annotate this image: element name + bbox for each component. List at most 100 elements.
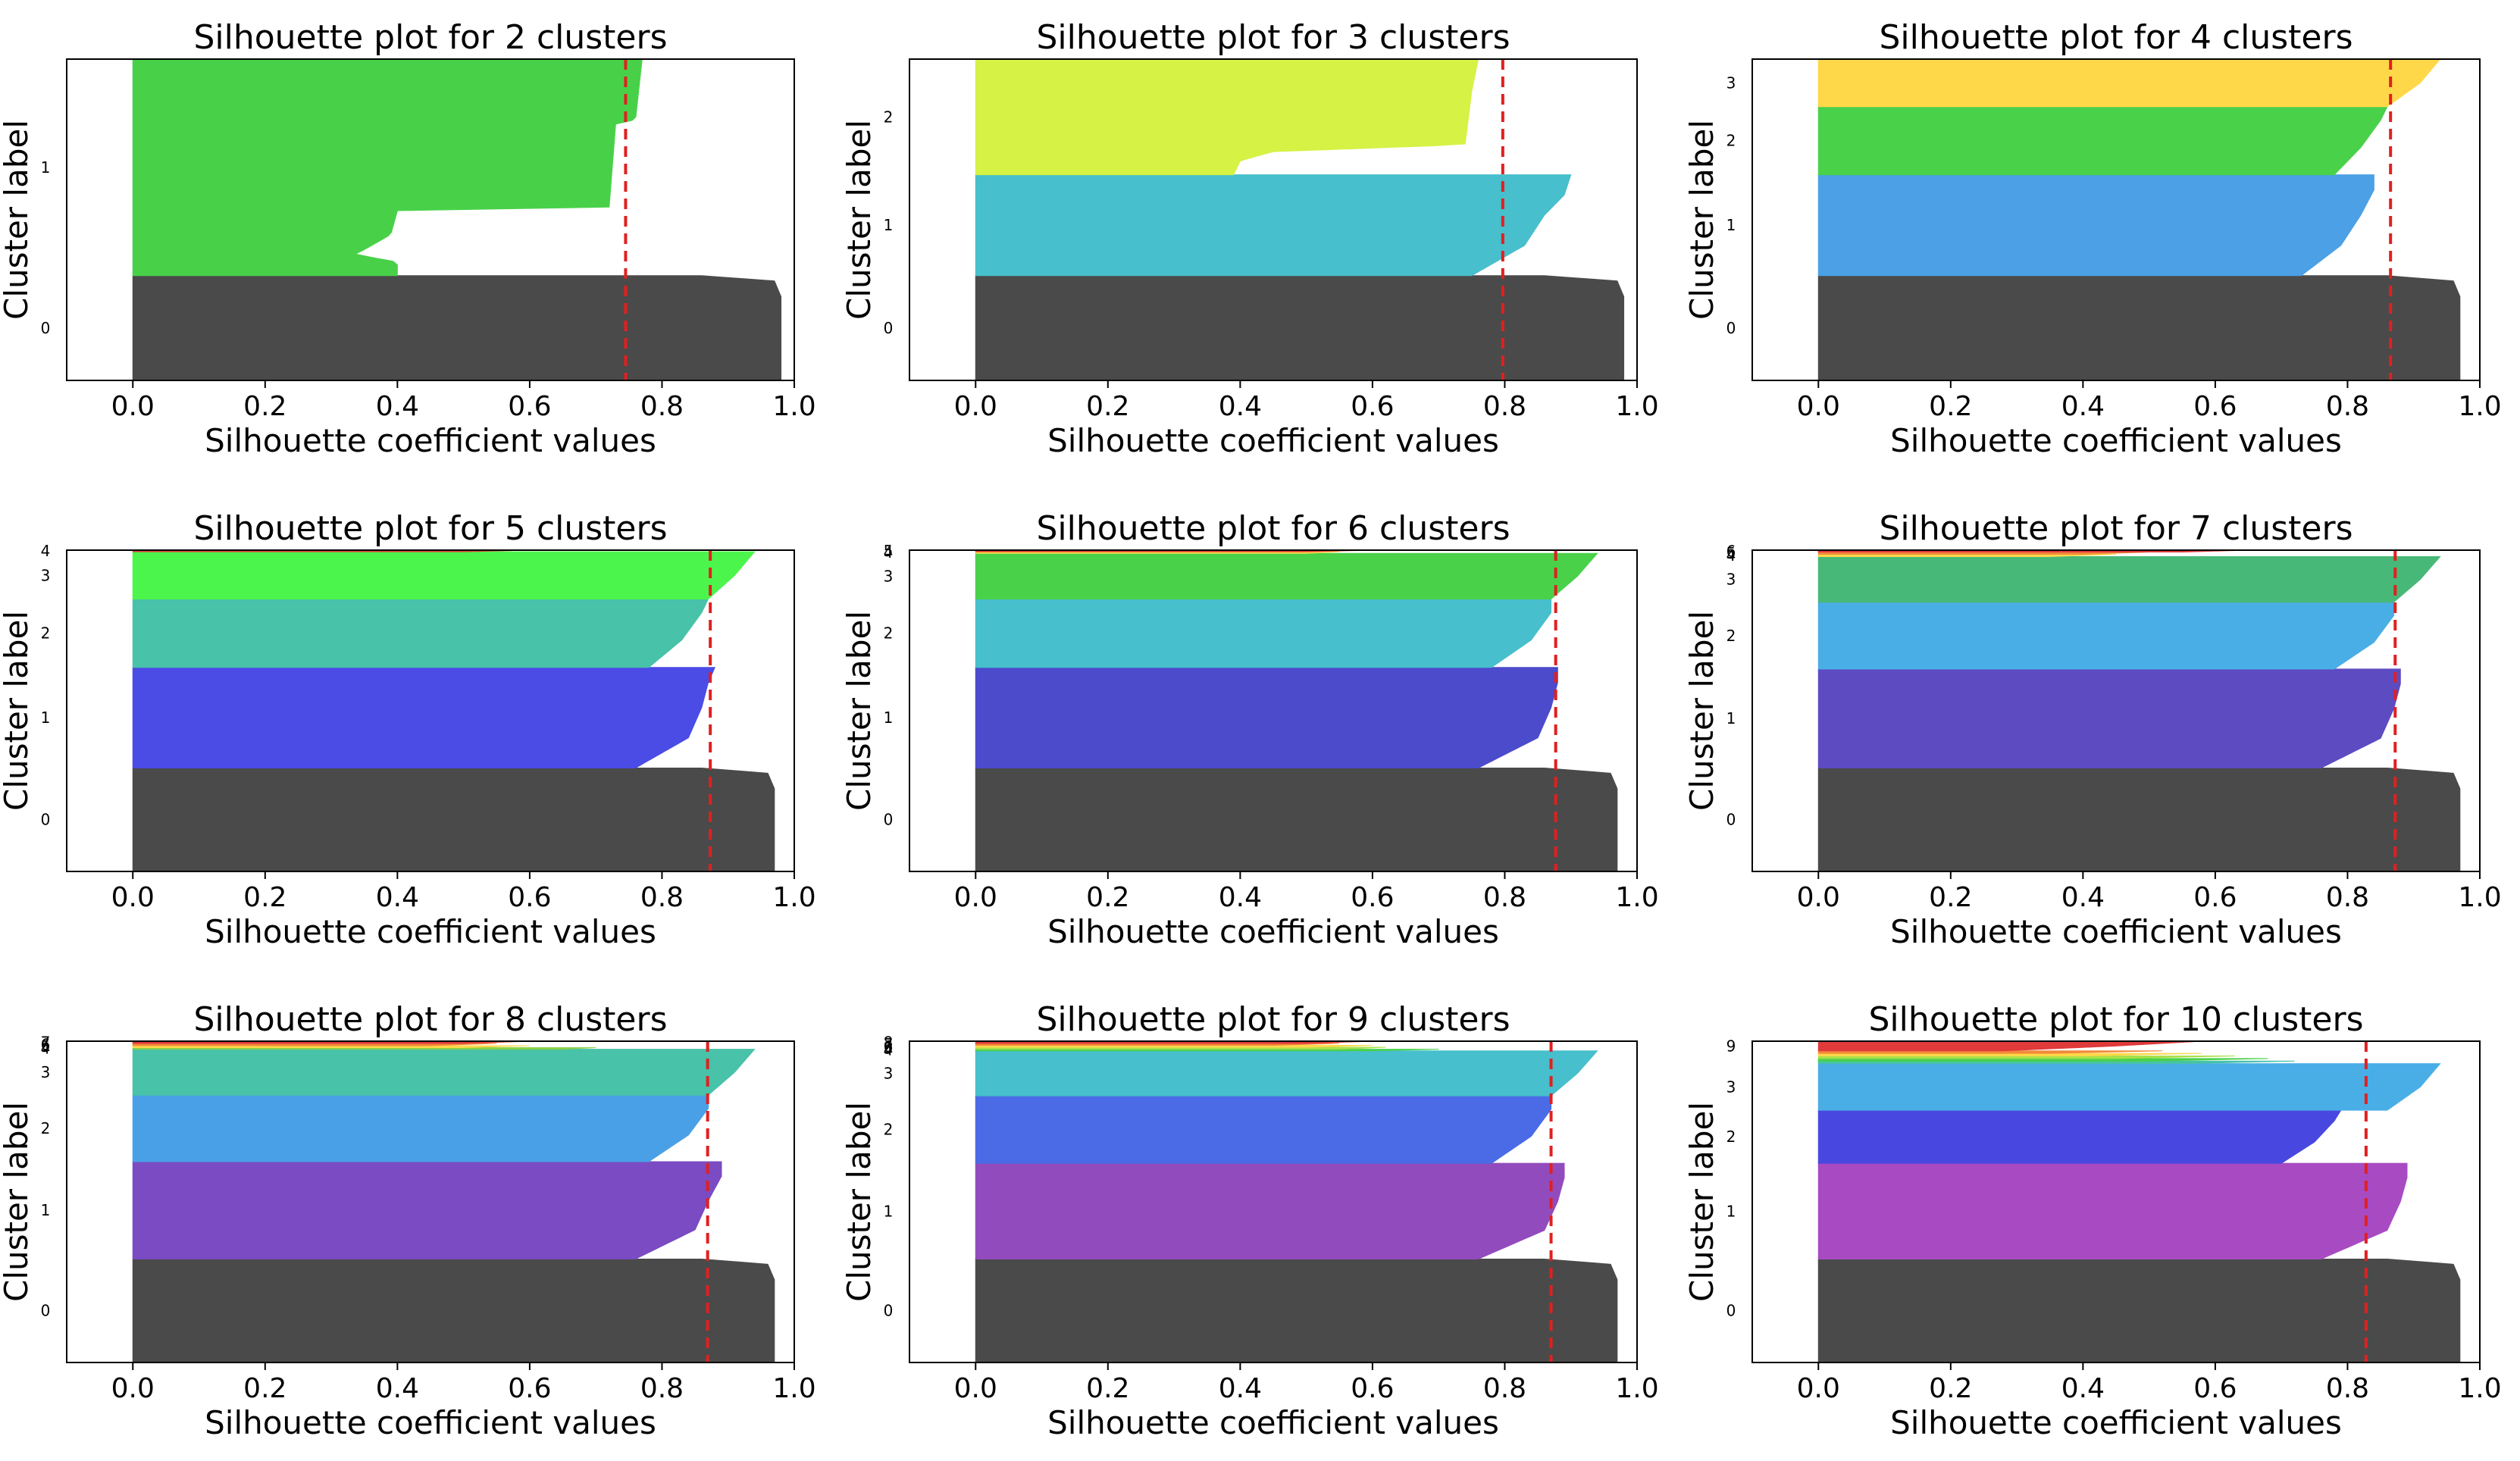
x-tick-label: 0.8 <box>2326 1373 2369 1404</box>
cluster-label-1: 1 <box>884 1202 894 1220</box>
cluster-5-fill <box>1817 1058 2268 1062</box>
x-tick-label: 0.2 <box>243 1373 286 1404</box>
chart-panel-10: Silhouette plot for 10 clusters 0 1 2 3 9 0.0 0… <box>1683 1000 2502 1441</box>
cluster-label-0: 0 <box>41 1302 51 1320</box>
cluster-1-fill <box>132 667 716 768</box>
cluster-2-fill <box>975 598 1552 668</box>
x-axis-label: Silhouette coefficient values <box>205 1404 656 1441</box>
x-tick-label: 0.2 <box>1086 1373 1129 1404</box>
chart-title: Silhouette plot for 3 clusters <box>1036 18 1510 57</box>
cluster-label-0: 0 <box>1726 811 1736 829</box>
x-tick-label: 0.0 <box>954 882 997 913</box>
cluster-7-fill <box>1817 1053 2202 1056</box>
x-tick-label: 0.0 <box>1797 391 1840 422</box>
cluster-label-2: 2 <box>1726 132 1736 150</box>
cluster-3-fill <box>975 552 1598 599</box>
cluster-6-fill <box>975 1045 1373 1048</box>
cluster-label-5: 5 <box>1726 544 1736 562</box>
cluster-0-fill <box>132 1258 775 1363</box>
x-tick-label: 0.6 <box>2193 391 2237 422</box>
cluster-1-fill <box>132 1161 722 1259</box>
cluster-label-2: 2 <box>41 624 51 643</box>
x-tick-label: 0.8 <box>1483 1373 1526 1404</box>
x-tick-label: 0.6 <box>2193 882 2237 913</box>
cluster-1-fill <box>1817 668 2401 768</box>
cluster-label-6: 6 <box>1726 542 1736 560</box>
cluster-label-1: 1 <box>884 709 894 727</box>
cluster-label-5: 5 <box>884 1039 894 1057</box>
x-tick-label: 0.2 <box>1929 882 1972 913</box>
cluster-2-fill <box>1817 106 2388 176</box>
cluster-0-fill <box>132 275 782 381</box>
cluster-label-4: 4 <box>884 543 894 562</box>
cluster-6-fill <box>1817 1056 2236 1059</box>
cluster-2-fill <box>132 598 709 668</box>
x-tick-label: 0.0 <box>111 1373 155 1404</box>
x-tick-label: 0.4 <box>376 882 419 913</box>
cluster-3-fill <box>1817 1063 2441 1111</box>
cluster-label-3: 3 <box>884 567 894 585</box>
cluster-0-fill <box>975 767 1618 872</box>
cluster-label-3: 3 <box>41 1063 51 1081</box>
cluster-0-fill <box>132 767 775 872</box>
cluster-0-fill <box>1817 1258 2461 1363</box>
cluster-3-fill <box>1817 58 2441 108</box>
cluster-9-fill <box>1817 1040 2202 1052</box>
x-tick-label: 0.8 <box>640 882 684 913</box>
y-axis-label: Cluster label <box>1683 1102 1720 1302</box>
x-tick-label: 0.4 <box>1219 391 1262 422</box>
cluster-label-7: 7 <box>41 1033 51 1051</box>
cluster-label-2: 2 <box>884 108 894 126</box>
cluster-label-4: 4 <box>1726 546 1736 565</box>
x-tick-label: 0.2 <box>1929 391 1972 422</box>
cluster-1-fill <box>132 58 643 277</box>
x-tick-label: 0.2 <box>1929 1373 1972 1404</box>
cluster-label-2: 2 <box>1726 1128 1736 1146</box>
x-tick-label: 0.8 <box>640 1373 684 1404</box>
y-axis-label: Cluster label <box>841 120 878 320</box>
x-tick-label: 0.6 <box>1351 882 1394 913</box>
cluster-label-6: 6 <box>884 1037 894 1056</box>
cluster-label-8: 8 <box>884 1033 894 1051</box>
axes-frame <box>1751 58 2481 381</box>
y-axis-label: Cluster label <box>841 611 878 811</box>
cluster-3-fill <box>132 1049 756 1096</box>
cluster-label-0: 0 <box>41 319 51 337</box>
cluster-1-fill <box>975 667 1558 768</box>
cluster-label-0: 0 <box>884 811 894 829</box>
x-tick-label: 0.4 <box>2061 1373 2105 1404</box>
x-axis-label: Silhouette coefficient values <box>205 422 656 459</box>
x-tick-label: 1.0 <box>772 882 815 913</box>
cluster-label-9: 9 <box>1726 1037 1736 1055</box>
x-tick-label: 1.0 <box>1615 1373 1658 1404</box>
x-tick-label: 0.4 <box>376 1373 419 1404</box>
x-tick-label: 0.4 <box>1219 882 1262 913</box>
x-tick-label: 0.0 <box>954 391 997 422</box>
x-tick-label: 0.0 <box>111 391 155 422</box>
y-axis-label: Cluster label <box>0 611 35 811</box>
axes-frame <box>66 1040 795 1363</box>
cluster-0-fill <box>975 1258 1618 1363</box>
cluster-label-0: 0 <box>884 319 894 337</box>
cluster-label-7: 7 <box>884 1035 894 1053</box>
chart-panel-6: Silhouette plot for 6 clusters 0 1 2 3 45 0.0 0… <box>841 509 1659 950</box>
axes-frame <box>909 549 1638 872</box>
x-tick-label: 0.8 <box>1483 882 1526 913</box>
cluster-label-3: 3 <box>1726 571 1736 589</box>
chart-panel-4: Silhouette plot for 4 clusters 0 1 2 3 0.0 0.2… <box>1683 18 2502 459</box>
x-tick-label: 0.2 <box>243 882 286 913</box>
cluster-0-fill <box>1817 275 2461 381</box>
cluster-label-1: 1 <box>41 709 51 727</box>
y-axis-label: Cluster label <box>1683 120 1720 320</box>
chart-title: Silhouette plot for 2 clusters <box>193 18 667 57</box>
x-tick-label: 0.0 <box>111 882 155 913</box>
x-axis-label: Silhouette coefficient values <box>1890 422 2342 459</box>
cluster-label-0: 0 <box>1726 1302 1736 1320</box>
cluster-label-4: 4 <box>41 1040 51 1058</box>
x-tick-label: 1.0 <box>2458 882 2501 913</box>
cluster-label-1: 1 <box>1726 709 1736 727</box>
chart-title: Silhouette plot for 8 clusters <box>193 1000 667 1039</box>
